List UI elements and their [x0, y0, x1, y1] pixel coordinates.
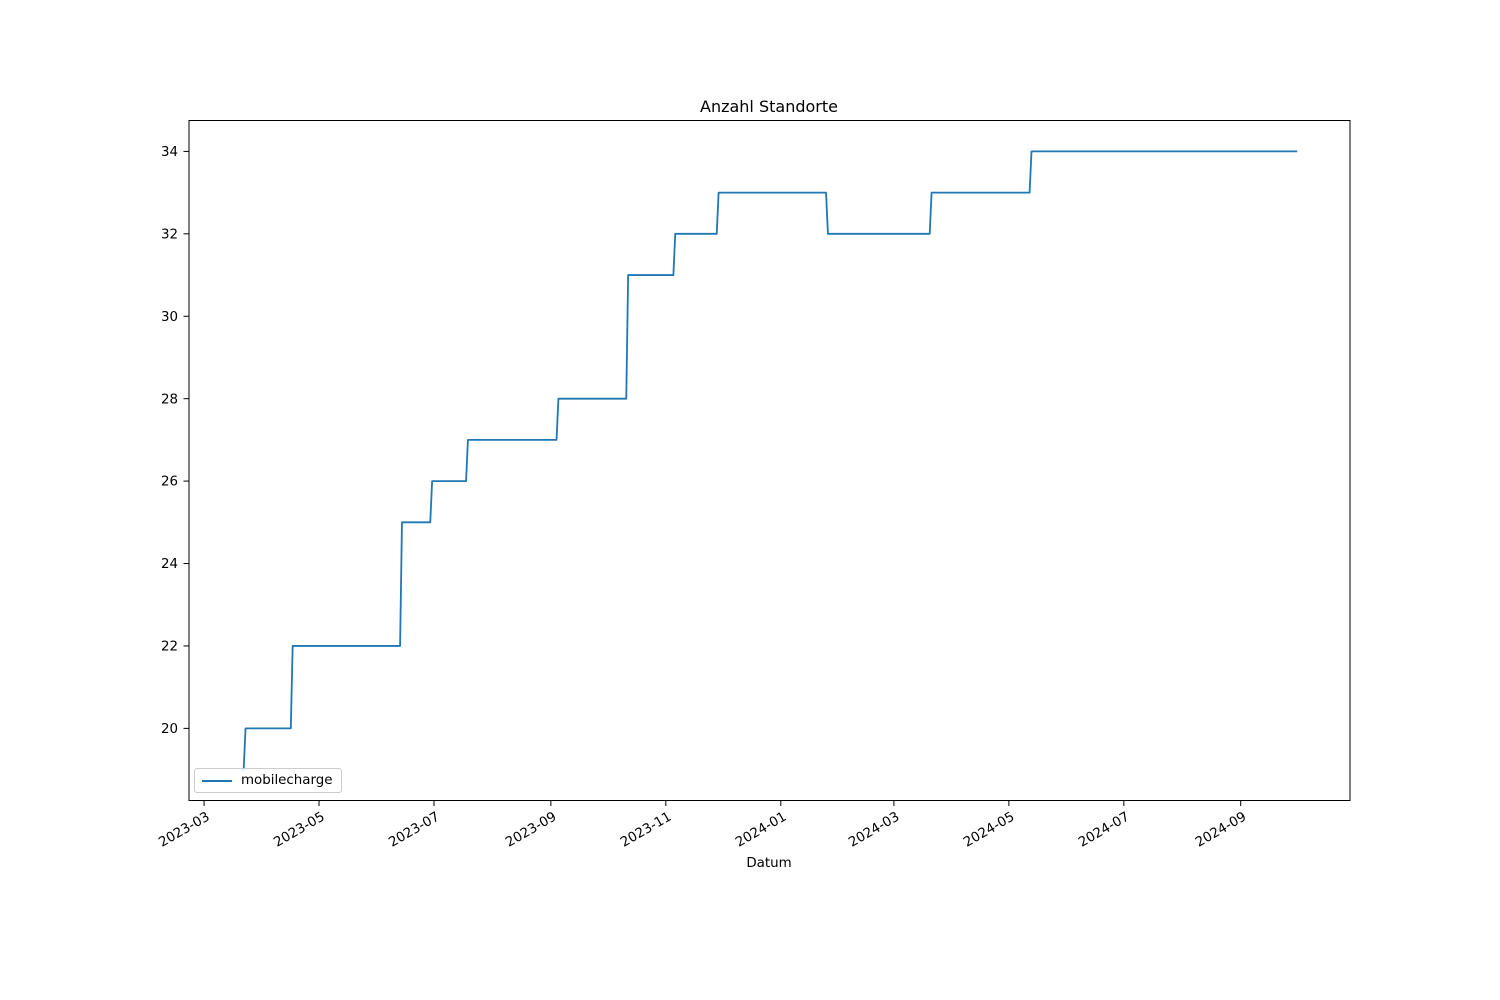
x-tick-label: 2023-03 [157, 810, 213, 851]
y-tick-label: 24 [161, 557, 178, 572]
y-tick-label: 30 [161, 310, 178, 325]
x-tick-label: 2024-05 [961, 810, 1017, 851]
y-tick-label: 26 [161, 475, 178, 490]
series-line-mobilecharge [241, 150, 1298, 771]
chart-title: Anzahl Standorte [700, 97, 838, 116]
x-axis-ticks: 2023-03 2023-05 2023-07 2023-09 2023-11 2024-… [157, 800, 1249, 851]
y-tick-label: 22 [161, 640, 178, 655]
legend-line-swatch [202, 779, 232, 782]
x-tick-label: 2023-07 [386, 810, 442, 851]
x-axis-label: Datum [746, 856, 791, 871]
x-tick-label: 2024-07 [1076, 810, 1132, 851]
x-tick-label: 2023-05 [271, 810, 327, 851]
plot-area-border [188, 120, 1351, 801]
y-tick-label: 34 [161, 145, 178, 160]
legend-label: mobilecharge [241, 773, 333, 788]
x-tick-label: 2024-09 [1193, 810, 1249, 851]
y-axis-ticks: 20 22 24 26 28 30 32 34 [161, 145, 189, 737]
x-tick-label: 2023-11 [618, 810, 674, 851]
y-tick-label: 20 [161, 722, 178, 737]
x-tick-label: 2023-09 [503, 810, 559, 851]
legend: mobilecharge [194, 768, 342, 793]
x-tick-label: 2024-01 [733, 810, 789, 851]
y-tick-label: 28 [161, 392, 178, 407]
x-tick-label: 2024-03 [846, 810, 902, 851]
y-tick-label: 32 [161, 227, 178, 242]
